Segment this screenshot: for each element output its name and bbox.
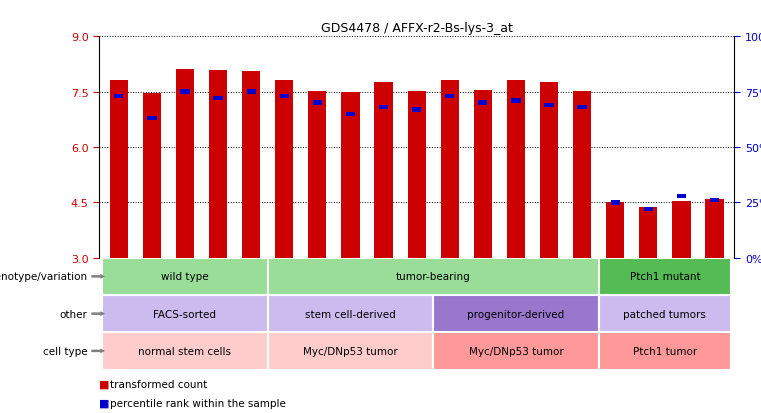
Bar <box>213 97 223 101</box>
Bar <box>599 258 731 295</box>
Bar <box>268 332 433 370</box>
Bar <box>412 108 422 112</box>
Bar <box>441 81 459 258</box>
Text: transformed count: transformed count <box>110 379 208 389</box>
Text: Ptch1 tumor: Ptch1 tumor <box>632 346 697 356</box>
Text: Myc/DNp53 tumor: Myc/DNp53 tumor <box>303 346 398 356</box>
Text: FACS-sorted: FACS-sorted <box>154 309 216 319</box>
Bar <box>143 93 161 258</box>
Text: Ptch1 mutant: Ptch1 mutant <box>629 272 700 282</box>
Text: wild type: wild type <box>161 272 209 282</box>
Bar <box>209 71 228 258</box>
Bar <box>677 194 686 199</box>
Bar <box>433 332 599 370</box>
Bar <box>573 92 591 258</box>
Bar <box>374 83 393 258</box>
Text: progenitor-derived: progenitor-derived <box>467 309 565 319</box>
Text: genotype/variation: genotype/variation <box>0 272 88 282</box>
Text: cell type: cell type <box>43 346 88 356</box>
Text: Myc/DNp53 tumor: Myc/DNp53 tumor <box>469 346 563 356</box>
Bar <box>474 90 492 258</box>
Bar <box>705 200 724 258</box>
Bar <box>445 95 454 99</box>
Text: tumor-bearing: tumor-bearing <box>396 272 470 282</box>
Bar <box>606 202 624 258</box>
Bar <box>275 81 294 258</box>
Text: patched tumors: patched tumors <box>623 309 706 319</box>
Bar <box>599 295 731 332</box>
Bar <box>102 258 268 295</box>
Bar <box>242 72 260 258</box>
Bar <box>507 81 525 258</box>
Bar <box>102 332 268 370</box>
Bar <box>672 201 690 258</box>
Bar <box>408 91 425 258</box>
Bar <box>544 104 554 108</box>
Title: GDS4478 / AFFX-r2-Bs-lys-3_at: GDS4478 / AFFX-r2-Bs-lys-3_at <box>320 21 513 35</box>
Bar <box>644 207 653 212</box>
Bar <box>379 106 388 110</box>
Bar <box>433 295 599 332</box>
Text: percentile rank within the sample: percentile rank within the sample <box>110 398 286 408</box>
Bar <box>114 95 123 99</box>
Bar <box>710 199 719 203</box>
Bar <box>478 101 488 106</box>
Bar <box>308 92 326 258</box>
Bar <box>313 101 322 106</box>
Bar <box>345 112 355 117</box>
Bar <box>599 332 731 370</box>
Bar <box>268 295 433 332</box>
Text: ■: ■ <box>99 398 110 408</box>
Bar <box>147 117 157 121</box>
Bar <box>180 90 189 95</box>
Text: stem cell-derived: stem cell-derived <box>305 309 396 319</box>
Text: normal stem cells: normal stem cells <box>139 346 231 356</box>
Text: ■: ■ <box>99 379 110 389</box>
Bar <box>342 93 359 258</box>
Bar <box>279 95 289 99</box>
Bar <box>247 90 256 95</box>
Bar <box>578 106 587 110</box>
Bar <box>610 201 620 205</box>
Bar <box>268 258 599 295</box>
Bar <box>639 207 658 258</box>
Bar <box>102 295 268 332</box>
Text: other: other <box>59 309 88 319</box>
Bar <box>540 83 558 258</box>
Bar <box>110 81 128 258</box>
Bar <box>176 69 194 258</box>
Bar <box>511 99 521 104</box>
